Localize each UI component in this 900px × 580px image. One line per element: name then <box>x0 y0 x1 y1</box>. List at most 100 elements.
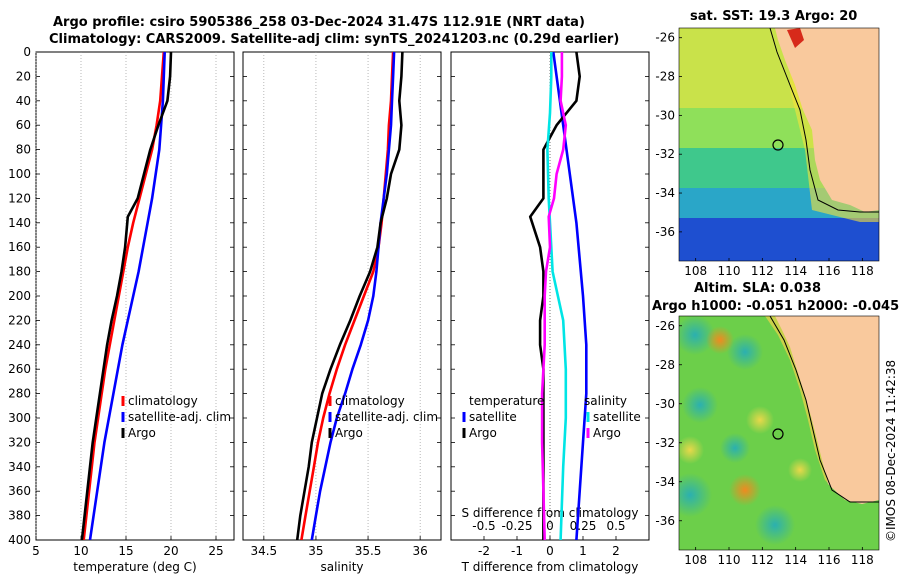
map-x-tick-label: 112 <box>751 264 774 278</box>
map-x-tick-label: 110 <box>718 553 741 567</box>
x-tick-label: 34.5 <box>250 544 277 558</box>
legend-label: satellite-adj. clim <box>128 410 231 424</box>
x-tick-label: 36 <box>413 544 428 558</box>
plot-frame-1 <box>242 51 442 541</box>
series-line-t-argo <box>528 52 582 540</box>
sst-map <box>679 28 879 261</box>
series-line-climatology <box>82 52 166 540</box>
y-tick-label: 220 <box>8 313 31 327</box>
series-line-satellite-adj--clim <box>88 52 166 540</box>
legend-label: Argo <box>128 426 156 440</box>
legend-label: Argo <box>593 426 621 440</box>
y-tick-label: 360 <box>8 484 31 498</box>
x-axis-label: salinity <box>320 560 363 574</box>
y-tick-label: 100 <box>8 167 31 181</box>
plot-frame-0 <box>35 51 235 541</box>
x-tick-label: 25 <box>208 544 223 558</box>
x2-axis-label: S difference from climatology <box>462 506 639 520</box>
series-group-0 <box>80 52 173 540</box>
y-tick-label: 40 <box>16 94 31 108</box>
map-x-tick-label: 118 <box>851 264 874 278</box>
map-y-tick-label: -34 <box>655 186 675 200</box>
y-tick-label: 120 <box>8 191 31 205</box>
map-y-tick-label: -32 <box>655 147 675 161</box>
map-y-tick-label: -36 <box>655 514 675 528</box>
legend-label: climatology <box>128 394 198 408</box>
series-line-s-satellite <box>546 52 568 540</box>
x-tick-label: 35 <box>308 544 323 558</box>
map-y-tick-label: -30 <box>655 108 675 122</box>
legend-label: Argo <box>335 426 363 440</box>
y-tick-label: 240 <box>8 338 31 352</box>
x-axis-label: temperature (deg C) <box>73 560 196 574</box>
y-tick-label: 60 <box>16 118 31 132</box>
y-tick-label: 320 <box>8 435 31 449</box>
y-tick-label: 340 <box>8 460 31 474</box>
y-tick-label: 0 <box>23 45 31 59</box>
series-line-s-argo <box>540 52 568 540</box>
y-tick-label: 180 <box>8 265 31 279</box>
legend-label: Argo <box>469 426 497 440</box>
x-tick-label: 35.5 <box>355 544 382 558</box>
legend-title-temperature: temperature <box>469 394 544 408</box>
legend-label: satellite-adj. clim <box>335 410 438 424</box>
argo-location-marker <box>772 428 784 440</box>
y-tick-label: 300 <box>8 411 31 425</box>
x-tick-label: 15 <box>118 544 133 558</box>
series-line-climatology <box>300 52 395 540</box>
x-tick-label: -1 <box>511 544 523 558</box>
x-tick-label: 2 <box>612 544 620 558</box>
x2-tick-label: 0.25 <box>570 519 597 533</box>
sla-map-title-line1: Altim. SLA: 0.038 <box>694 281 821 296</box>
map-y-tick-label: -34 <box>655 475 675 489</box>
map-x-tick-label: 112 <box>751 553 774 567</box>
land-mass <box>775 28 879 212</box>
sla-map <box>679 316 879 550</box>
series-line-argo <box>295 52 404 540</box>
series-line-t-satellite <box>552 52 588 540</box>
map-y-tick-label: -36 <box>655 225 675 239</box>
map-x-tick-label: 108 <box>684 553 707 567</box>
x-tick-label: 5 <box>32 544 40 558</box>
x-tick-label: 0 <box>546 544 554 558</box>
y-tick-label: 160 <box>8 240 31 254</box>
map-y-tick-label: -28 <box>655 70 675 84</box>
y-tick-label: 260 <box>8 362 31 376</box>
x2-tick-label: -0.25 <box>501 519 532 533</box>
x-tick-label: -2 <box>478 544 490 558</box>
map-x-tick-label: 118 <box>851 553 874 567</box>
y-tick-label: 280 <box>8 387 31 401</box>
legend-label: satellite <box>469 410 517 424</box>
x-tick-label: 20 <box>163 544 178 558</box>
y-tick-label: 400 <box>8 533 31 547</box>
figure-title-line1: Argo profile: csiro 5905386_258 03-Dec-2… <box>53 15 585 30</box>
legend-title-salinity: salinity <box>584 394 627 408</box>
x2-tick-label: 0 <box>546 519 554 533</box>
x-tick-label: 10 <box>73 544 88 558</box>
series-group-1 <box>295 52 404 540</box>
map-x-tick-label: 116 <box>818 553 841 567</box>
map-x-tick-label: 108 <box>684 264 707 278</box>
y-tick-label: 380 <box>8 509 31 523</box>
map-x-tick-label: 110 <box>718 264 741 278</box>
series-group-2 <box>528 52 588 540</box>
series-line-satellite-adj--clim <box>310 52 396 540</box>
sst-map-title: sat. SST: 19.3 Argo: 20 <box>690 9 858 24</box>
map-x-tick-label: 114 <box>784 553 807 567</box>
map-y-tick-label: -26 <box>655 319 675 333</box>
y-tick-label: 200 <box>8 289 31 303</box>
map-x-tick-label: 114 <box>784 264 807 278</box>
argo-location-marker <box>772 139 784 151</box>
x2-tick-label: -0.5 <box>472 519 495 533</box>
y-tick-label: 140 <box>8 216 31 230</box>
map-x-tick-label: 116 <box>818 264 841 278</box>
x-tick-label: 1 <box>579 544 587 558</box>
map-y-tick-label: -28 <box>655 358 675 372</box>
x2-tick-label: 0.5 <box>606 519 625 533</box>
map-y-tick-label: -30 <box>655 397 675 411</box>
series-line-argo <box>80 52 173 540</box>
x-axis-label: T difference from climatology <box>461 560 639 574</box>
figure-title-line2: Climatology: CARS2009. Satellite-adj cli… <box>49 32 620 47</box>
y-tick-label: 20 <box>16 69 31 83</box>
